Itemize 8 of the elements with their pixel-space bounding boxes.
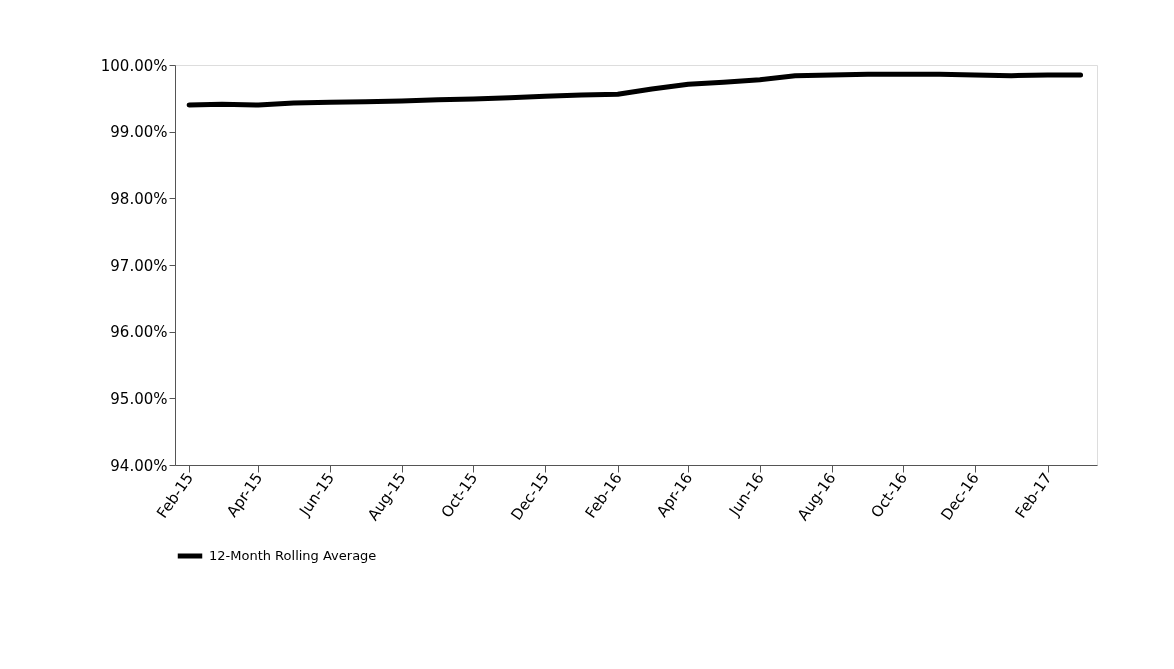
y-tick-label: 100.00%	[100, 56, 168, 75]
y-tick-label: 97.00%	[110, 256, 168, 275]
y-tick-label: 99.00%	[110, 123, 168, 142]
y-tick-label: 98.00%	[110, 189, 168, 208]
legend-label: 12-Month Rolling Average	[209, 548, 377, 563]
y-tick-label: 94.00%	[110, 456, 168, 475]
y-tick-label: 96.00%	[110, 323, 168, 342]
y-tick-label: 95.00%	[110, 389, 168, 408]
